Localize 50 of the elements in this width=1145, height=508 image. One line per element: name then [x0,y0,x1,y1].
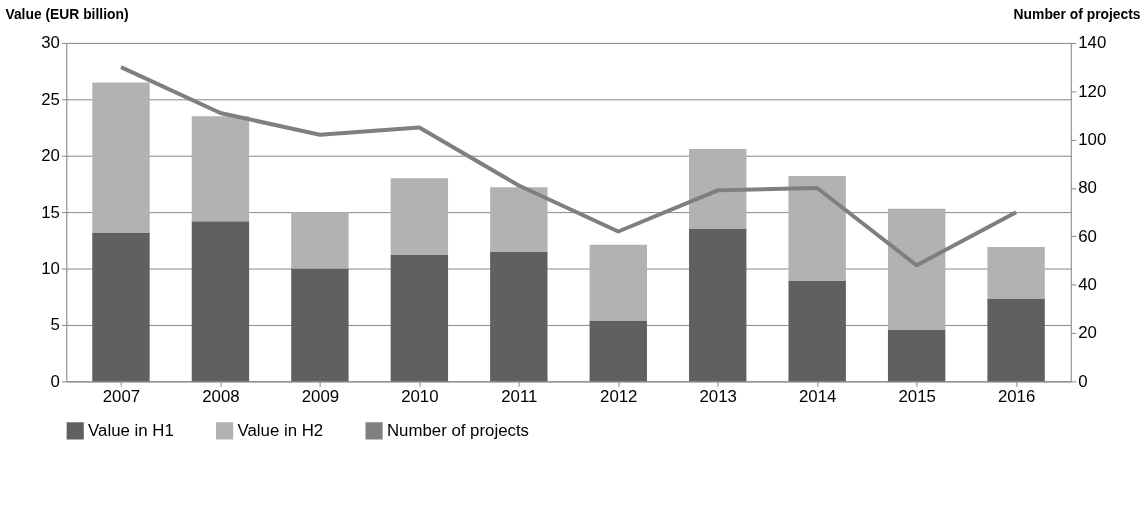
x-tick-label: 2012 [600,386,638,406]
legend-label: Value in H2 [237,420,324,440]
legend-label: Number of projects [386,420,529,440]
bar [689,229,747,382]
x-tick-label: 2014 [798,386,837,406]
bar [589,244,647,321]
bar [390,255,449,382]
x-tick-label: 2008 [202,386,240,406]
x-tick-label: 2016 [997,386,1036,406]
bar [689,148,747,230]
y2-tick-label: 40 [1078,275,1097,295]
x-tick-label: 2007 [102,386,141,406]
bar [887,208,946,330]
legend-label: Value in H1 [88,420,174,440]
bar [887,329,946,382]
y-tick-label: 30 [41,33,60,53]
bar [788,176,846,281]
bar [191,116,250,222]
bar [291,212,349,269]
bar [191,221,250,382]
bar [92,232,150,382]
y-tick-label: 0 [50,371,60,391]
y-axis-title: Value (EUR billion) [5,5,129,22]
bar [987,247,1045,299]
x-tick-label: 2009 [301,386,340,406]
bar [490,187,548,252]
y2-tick-label: 100 [1078,130,1107,150]
bar [987,299,1045,382]
bar [291,268,349,382]
x-tick-label: 2015 [898,386,936,406]
x-tick-label: 2010 [401,386,439,406]
bar [490,251,548,382]
y2-axis-title: Number of projects [1013,5,1141,22]
y-tick-label: 5 [50,315,60,335]
y-tick-label: 10 [41,258,60,278]
y-tick-label: 20 [41,146,60,166]
x-tick-label: 2013 [699,386,737,406]
y2-tick-label: 20 [1078,323,1097,343]
x-tick-label: 2011 [501,386,538,406]
y-tick-label: 15 [41,202,60,222]
y2-tick-label: 0 [1078,371,1088,391]
bar [589,320,647,382]
y2-tick-label: 60 [1078,226,1097,246]
y-tick-label: 25 [41,89,60,109]
y2-tick-label: 80 [1078,178,1097,198]
y2-tick-label: 140 [1078,33,1107,53]
bar [92,82,150,233]
y2-tick-label: 120 [1078,81,1107,101]
bar [788,280,846,382]
bar [390,178,449,255]
